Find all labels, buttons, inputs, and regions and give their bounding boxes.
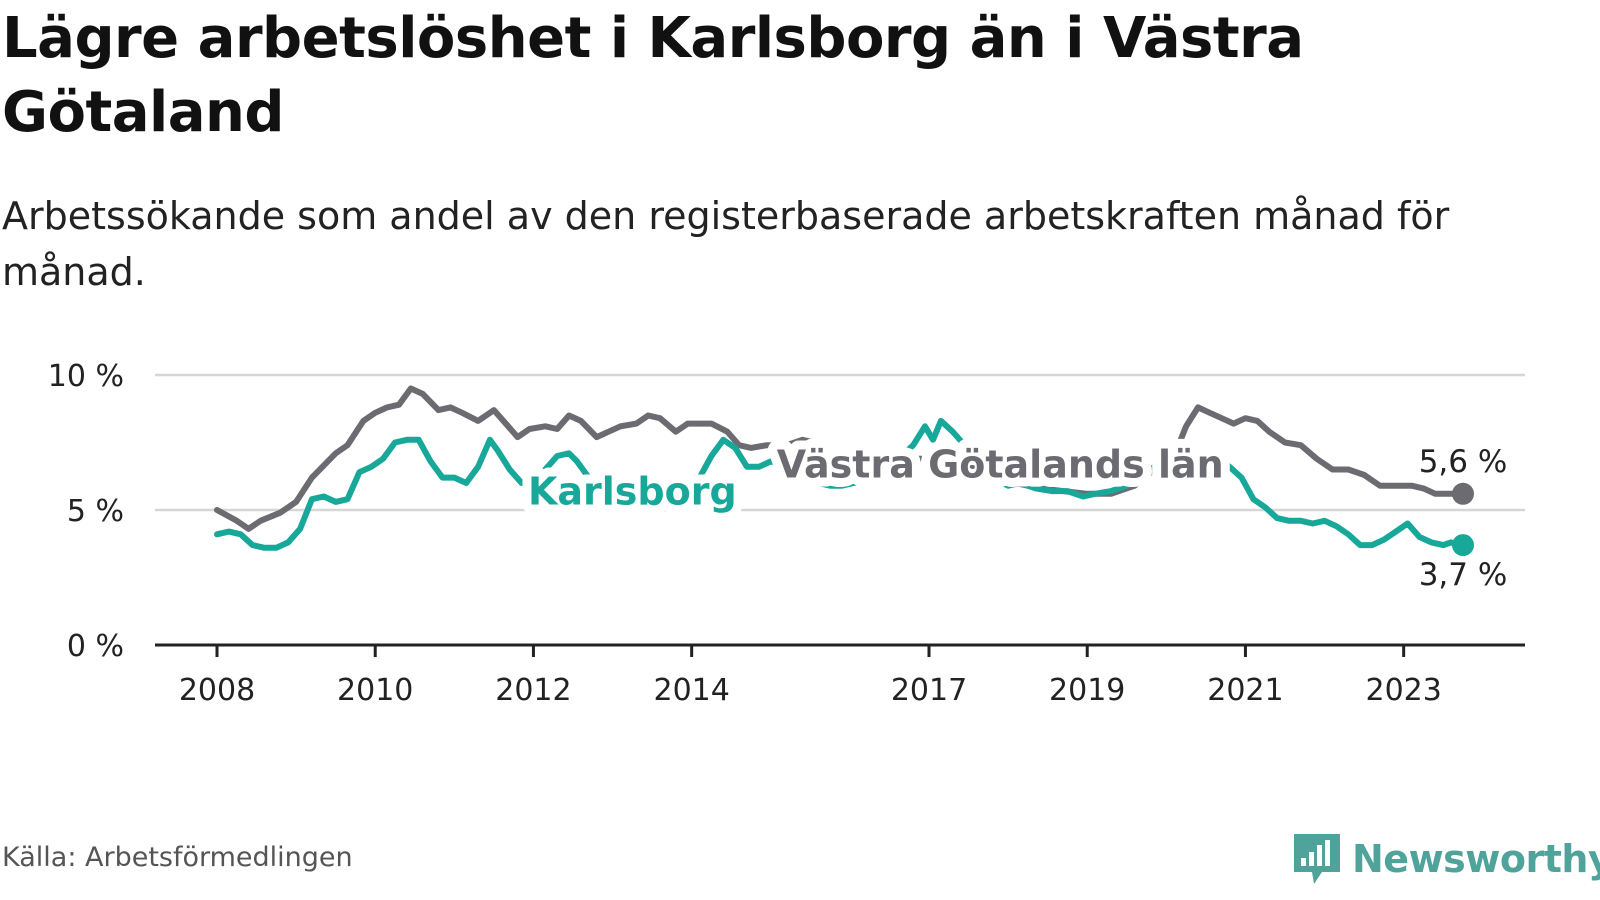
x-tick-label: 2012	[495, 673, 571, 708]
newsworthy-logo: Newsworthy	[1292, 832, 1600, 886]
series-line-vastra-gotaland	[214, 385, 1466, 532]
chart-title: Lägre arbetslöshet i Karlsborg än i Väst…	[2, 6, 1304, 145]
newsworthy-logo-text: Newsworthy	[1352, 837, 1600, 881]
x-tick-label: 2017	[891, 673, 967, 708]
source-note: Källa: Arbetsförmedlingen	[2, 842, 353, 873]
y-tick-label: 10 %	[48, 359, 124, 394]
y-tick-label: 0 %	[67, 629, 124, 664]
gridlines: 0 % 5 % 10 %	[48, 359, 1525, 664]
end-value-label-vastra-gotaland: 5,6 %	[1419, 444, 1508, 480]
x-tick-label: 2014	[653, 673, 729, 708]
end-value-label-karlsborg: 3,7 %	[1419, 557, 1508, 593]
series-line-karlsborg	[214, 417, 1466, 551]
y-tick-label: 5 %	[67, 494, 124, 529]
end-point-karlsborg	[1452, 534, 1474, 557]
series-label-karlsborg: Karlsborg	[528, 470, 737, 514]
series-label-vastra-gotaland: Västra Götalands län	[777, 443, 1224, 487]
chart-subtitle: Arbetssökande som andel av den registerb…	[2, 194, 1450, 294]
line-chart: 0 %5 %10 % 2008 2010 2012 2014 2017 2019 2021 2…	[48, 359, 1525, 708]
x-tick-label: 2008	[179, 673, 255, 708]
x-tick-label: 2023	[1365, 673, 1441, 708]
end-point-vastra-gotaland	[1452, 482, 1474, 505]
x-tick-label: 2021	[1207, 673, 1283, 708]
x-axis: 2008 2010 2012 2014 2017 2019 2021 2023	[155, 643, 1525, 708]
labels: 5,6 % 3,7 % Karlsborg Västra Götalands län	[519, 434, 1508, 593]
newsworthy-logo-icon	[1294, 834, 1340, 884]
x-tick-label: 2019	[1049, 673, 1125, 708]
x-tick-label: 2010	[337, 673, 413, 708]
series-lines	[214, 385, 1474, 557]
